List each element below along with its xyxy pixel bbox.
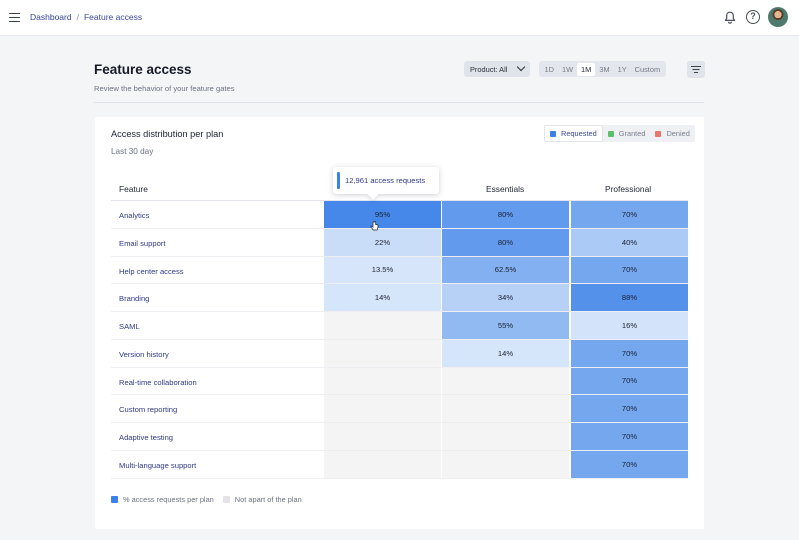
heat-cell[interactable]: 40% — [571, 228, 688, 256]
pointer-cursor-icon — [370, 221, 379, 231]
heat-cell[interactable]: 95% — [324, 201, 441, 228]
heat-cell[interactable]: 13.5% — [324, 256, 441, 284]
feature-name[interactable]: Help center access — [119, 266, 184, 276]
legend-requested-label: Requested — [561, 129, 597, 138]
heat-cell[interactable]: 70% — [571, 450, 688, 478]
heat-cell[interactable]: 70% — [571, 201, 688, 228]
table-row: Multi-language support 70% — [111, 450, 688, 479]
not-in-plan-swatch — [222, 496, 230, 503]
legend-denied[interactable]: Denied — [650, 125, 694, 142]
table-row: Version history 14% 70% — [111, 339, 688, 368]
legend-granted-label: Granted — [618, 129, 646, 138]
feature-name[interactable]: SAML — [119, 322, 140, 331]
not-in-plan-cell — [324, 423, 441, 450]
breadcrumb-separator: / — [76, 12, 79, 22]
professional-column-header: Professional — [605, 184, 652, 194]
table-row: Custom reporting 70% — [111, 395, 688, 423]
not-in-plan-cell — [442, 423, 569, 450]
heat-cell[interactable]: 62.5% — [442, 256, 569, 284]
heat-cell[interactable]: 16% — [571, 312, 688, 339]
not-in-plan-cell — [442, 367, 569, 395]
table-row: Branding 14% 34% 88% — [111, 284, 688, 312]
heat-cell[interactable]: 34% — [442, 284, 569, 311]
heat-cell[interactable]: 14% — [324, 284, 441, 311]
table-body: Analytics 95% 80% 70% Email support 22% 80% 40%… — [111, 201, 688, 479]
legend-requested-swatch — [550, 130, 556, 137]
requests-legend-label: % access requests per plan — [123, 495, 214, 504]
heat-cell[interactable]: 14% — [442, 339, 569, 367]
essentials-column-header: Essentials — [486, 184, 525, 194]
bell-icon[interactable] — [724, 11, 736, 24]
header-divider — [94, 102, 704, 103]
avatar[interactable] — [768, 7, 788, 27]
not-in-plan-cell — [324, 367, 441, 395]
breadcrumb-dashboard[interactable]: Dashboard — [30, 12, 72, 22]
feature-name[interactable]: Adaptive testing — [119, 433, 174, 442]
feature-name[interactable]: Analytics — [119, 211, 150, 220]
breadcrumb-current: Feature access — [83, 12, 143, 22]
range-3m[interactable]: 3M — [599, 65, 610, 74]
table-footer-legend: % access requests per plan Not apart of … — [111, 495, 302, 504]
metric-legend: Requested Granted Denied — [544, 125, 695, 142]
access-table: Feature Essentials Professional Analytic… — [111, 175, 688, 479]
table-row: SAML 55% 16% — [111, 312, 688, 340]
heat-cell[interactable]: 55% — [442, 312, 569, 339]
table-row: Real-time collaboration 70% — [111, 367, 688, 396]
range-1y[interactable]: 1Y — [617, 65, 627, 74]
heat-cell[interactable]: 70% — [571, 367, 688, 395]
range-1m[interactable]: 1M — [577, 62, 596, 76]
menu-icon[interactable] — [9, 13, 20, 22]
not-in-plan-legend-label: Not apart of the plan — [234, 495, 302, 504]
heat-cell[interactable]: 22% — [324, 228, 441, 256]
top-bar: Dashboard / Feature access ? — [0, 0, 799, 36]
feature-name[interactable]: Real-time collaboration — [119, 377, 197, 387]
range-1d[interactable]: 1D — [544, 65, 554, 74]
not-in-plan-cell — [324, 395, 441, 422]
heat-cell[interactable]: 70% — [571, 339, 688, 367]
page-title: Feature access — [94, 62, 192, 77]
not-in-plan-cell — [442, 395, 569, 422]
feature-name[interactable]: Email support — [119, 238, 166, 248]
access-requests-tooltip: 12,961 access requests — [333, 167, 439, 194]
requests-swatch — [111, 496, 118, 503]
heat-cell[interactable]: 70% — [571, 423, 688, 450]
card-title: Access distribution per plan — [111, 129, 224, 139]
table-header: Feature Essentials Professional — [111, 175, 688, 201]
legend-denied-swatch — [655, 130, 662, 137]
feature-name[interactable]: Version history — [119, 349, 169, 359]
legend-granted-swatch — [607, 130, 614, 137]
heat-cell[interactable]: 80% — [442, 201, 569, 228]
feature-name[interactable]: Custom reporting — [119, 405, 178, 415]
not-in-plan-cell — [442, 450, 569, 478]
table-row: Email support 22% 80% 40% — [111, 228, 688, 257]
product-filter-label: Product: All — [470, 65, 508, 74]
feature-column-header: Feature — [119, 184, 148, 194]
range-1w[interactable]: 1W — [561, 65, 574, 74]
page-subtitle: Review the behavior of your feature gate… — [94, 84, 235, 93]
table-row: Help center access 13.5% 62.5% 70% — [111, 256, 688, 285]
heat-cell[interactable]: 70% — [571, 256, 688, 284]
filter-icon[interactable] — [687, 61, 705, 78]
help-icon[interactable]: ? — [746, 10, 760, 24]
heat-cell[interactable]: 80% — [442, 228, 569, 256]
heat-cell[interactable]: 70% — [571, 395, 688, 422]
legend-requested[interactable]: Requested — [544, 125, 603, 142]
feature-name[interactable]: Branding — [119, 294, 150, 304]
not-in-plan-cell — [324, 312, 441, 339]
breadcrumb: Dashboard / Feature access — [30, 12, 142, 22]
table-row: Analytics 95% 80% 70% — [111, 201, 688, 229]
chevron-down-icon — [516, 62, 526, 72]
product-filter-select[interactable]: Product: All — [464, 61, 530, 77]
legend-granted[interactable]: Granted — [603, 125, 651, 142]
range-custom[interactable]: Custom — [634, 65, 661, 74]
legend-denied-label: Denied — [666, 129, 690, 138]
table-row: Adaptive testing 70% — [111, 423, 688, 451]
not-in-plan-cell — [324, 339, 441, 367]
time-range-selector: 1D 1W 1M 3M 1Y Custom — [539, 61, 666, 77]
not-in-plan-cell — [324, 450, 441, 478]
card-subtitle: Last 30 day — [111, 147, 154, 156]
feature-name[interactable]: Multi-language support — [119, 460, 197, 470]
heat-cell[interactable]: 88% — [571, 284, 688, 311]
